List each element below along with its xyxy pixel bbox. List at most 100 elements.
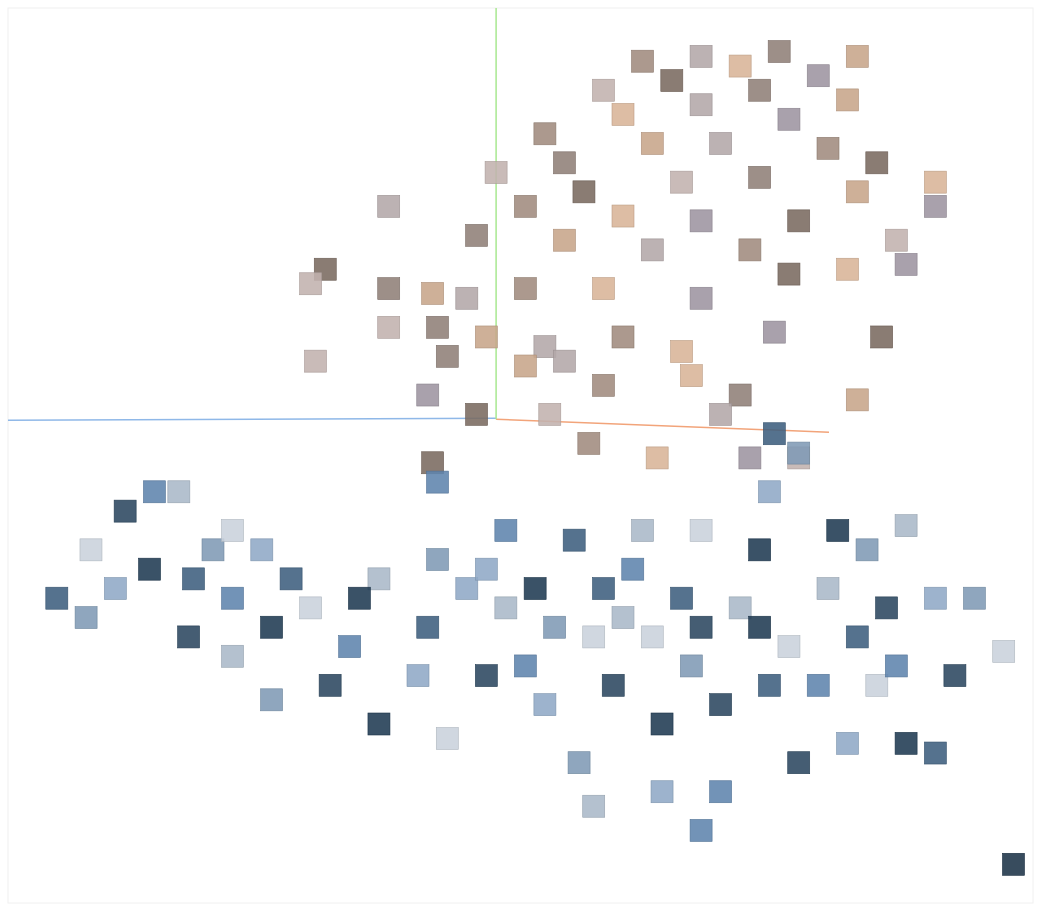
point: [495, 519, 517, 541]
point: [924, 587, 946, 609]
point: [573, 181, 595, 203]
point: [534, 694, 556, 716]
point: [646, 447, 668, 469]
point: [885, 229, 907, 251]
point: [261, 689, 283, 711]
point: [300, 597, 322, 619]
point: [710, 132, 732, 154]
point: [871, 326, 893, 348]
point: [348, 587, 370, 609]
point: [758, 481, 780, 503]
point: [339, 636, 361, 658]
point: [690, 519, 712, 541]
point: [807, 65, 829, 87]
point: [368, 713, 390, 735]
point: [924, 171, 946, 193]
point: [924, 742, 946, 764]
point: [690, 45, 712, 67]
point: [475, 558, 497, 580]
point: [583, 795, 605, 817]
series: [46, 423, 1025, 876]
point: [749, 79, 771, 101]
point: [837, 732, 859, 754]
point: [846, 389, 868, 411]
point: [319, 674, 341, 696]
point: [876, 597, 898, 619]
point: [280, 568, 302, 590]
point: [222, 587, 244, 609]
point: [612, 205, 634, 227]
point: [846, 626, 868, 648]
point: [422, 282, 444, 304]
point: [710, 694, 732, 716]
point: [422, 452, 444, 474]
point: [651, 781, 673, 803]
point: [182, 568, 204, 590]
point: [729, 384, 751, 406]
point: [690, 616, 712, 638]
point: [222, 645, 244, 667]
point: [885, 655, 907, 677]
point: [378, 195, 400, 217]
point: [568, 752, 590, 774]
point: [592, 374, 614, 396]
point: [80, 539, 102, 561]
axes: [8, 8, 829, 432]
series: [300, 41, 947, 474]
point: [817, 137, 839, 159]
point: [104, 578, 126, 600]
point: [778, 636, 800, 658]
point: [592, 578, 614, 600]
point: [768, 41, 790, 63]
point: [427, 316, 449, 338]
point: [749, 539, 771, 561]
point: [114, 500, 136, 522]
point: [866, 152, 888, 174]
point: [837, 258, 859, 280]
point: [485, 161, 507, 183]
point: [817, 578, 839, 600]
point: [856, 539, 878, 561]
point: [456, 578, 478, 600]
point: [305, 350, 327, 372]
point: [641, 239, 663, 261]
point: [846, 45, 868, 67]
point: [763, 423, 785, 445]
point: [778, 263, 800, 285]
point: [710, 781, 732, 803]
point: [168, 481, 190, 503]
chart: [0, 0, 1041, 911]
point: [837, 89, 859, 111]
point: [514, 355, 536, 377]
point: [749, 616, 771, 638]
point: [563, 529, 585, 551]
point: [993, 640, 1015, 662]
point: [514, 195, 536, 217]
point: [895, 253, 917, 275]
point: [788, 442, 810, 464]
point: [143, 481, 165, 503]
point: [1002, 853, 1024, 875]
point: [680, 365, 702, 387]
point: [514, 278, 536, 300]
point: [261, 616, 283, 638]
point: [866, 674, 888, 696]
point: [807, 674, 829, 696]
point: [846, 181, 868, 203]
x-axis-negative: [8, 418, 496, 420]
point: [456, 287, 478, 309]
point: [378, 278, 400, 300]
point: [788, 210, 810, 232]
point: [514, 655, 536, 677]
point: [475, 665, 497, 687]
point: [427, 471, 449, 493]
point: [641, 626, 663, 648]
point: [895, 515, 917, 537]
point: [690, 210, 712, 232]
point: [690, 819, 712, 841]
point: [178, 626, 200, 648]
point: [788, 752, 810, 774]
point: [592, 278, 614, 300]
point: [632, 519, 654, 541]
points: [46, 41, 1025, 876]
